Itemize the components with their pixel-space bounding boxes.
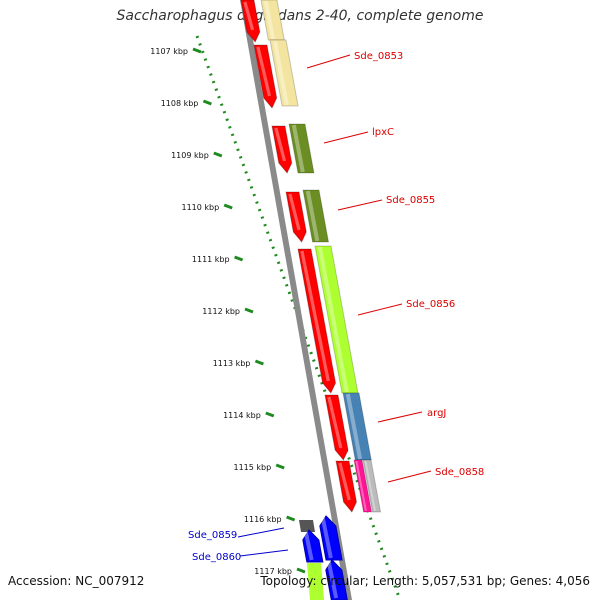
gene-lpxc-highlight xyxy=(291,124,305,173)
sde-0859-leader xyxy=(237,527,285,538)
gene-label-lpxc[interactable]: lpxC xyxy=(372,127,394,138)
cds-feature-4[interactable] xyxy=(285,191,307,243)
tick-label: 1117 kbp xyxy=(254,567,292,576)
tick-label: 1109 kbp xyxy=(171,151,209,160)
gene-sde-0853-highlight xyxy=(272,40,289,106)
cds-feature-2[interactable] xyxy=(253,44,278,109)
tick-mark xyxy=(202,99,212,106)
sde-0860-leader xyxy=(239,549,289,557)
gene-bottom-lime[interactable] xyxy=(307,563,324,600)
tick-label: 1113 kbp xyxy=(213,359,251,368)
gene-sde-0859[interactable] xyxy=(302,529,324,563)
gene-label-sde-0858[interactable]: Sde_0858 xyxy=(435,467,484,478)
gene-sde-0860-a-highlight xyxy=(320,517,333,559)
tick-label: 1115 kbp xyxy=(233,463,271,472)
gene-dark-small[interactable] xyxy=(299,520,315,532)
cds-feature-4-highlight xyxy=(288,193,301,231)
tick-mark xyxy=(254,359,264,366)
sde-0853-leader xyxy=(306,54,351,69)
tick-label: 1108 kbp xyxy=(161,99,199,108)
tick-mark xyxy=(192,47,202,54)
backbone-track xyxy=(240,0,352,600)
gene-sde-0858-magenta-highlight xyxy=(355,460,367,512)
tick-label: 1114 kbp xyxy=(223,411,261,420)
gene-sde-0855[interactable] xyxy=(302,189,330,243)
gene-track xyxy=(260,0,382,600)
argj-leader xyxy=(377,411,423,423)
cds-feature-2-highlight xyxy=(256,46,272,97)
tick-label: 1111 kbp xyxy=(192,255,230,264)
gene-argj[interactable] xyxy=(342,392,372,461)
tick-label: 1110 kbp xyxy=(181,203,219,212)
tick-mark xyxy=(286,515,296,522)
gene-sde-0858-gray[interactable] xyxy=(362,459,382,513)
gene-sde-0853[interactable] xyxy=(269,39,299,107)
cds-feature-1-highlight xyxy=(243,1,255,31)
gene-label-sde-0855[interactable]: Sde_0855 xyxy=(386,195,435,206)
gene-sde-0856-highlight xyxy=(317,246,349,393)
gene-sde-0860-b-highlight xyxy=(326,561,339,599)
cds-feature-5[interactable] xyxy=(297,248,337,394)
cds-feature-3[interactable] xyxy=(271,125,293,174)
tick-mark xyxy=(234,255,244,262)
cds-track xyxy=(240,0,358,513)
sde-0858-leader xyxy=(387,470,432,483)
tick-mark xyxy=(223,203,233,210)
gene-sde-0858-magenta[interactable] xyxy=(353,459,373,513)
tick-label: 1107 kbp xyxy=(150,47,188,56)
tick-label: 1116 kbp xyxy=(244,515,282,524)
cds-feature-3-highlight xyxy=(274,127,287,162)
gene-label-sde-0860[interactable]: Sde_0860 xyxy=(192,552,241,563)
gene-label-sde-0859[interactable]: Sde_0859 xyxy=(188,530,237,541)
cds-feature-6[interactable] xyxy=(324,394,349,461)
kbp-tick-track: 1107 kbp 1108 kbp 1109 kbp 1110 kbp 1111 kbp… xyxy=(150,35,402,600)
gene-argj-highlight xyxy=(345,393,363,460)
tick-mark xyxy=(265,411,275,418)
gene-sde-0859-highlight xyxy=(303,531,314,561)
tick-mark xyxy=(213,151,223,158)
gene-sde-0858-gray-highlight xyxy=(364,460,376,512)
gene-sde-0860-a[interactable] xyxy=(319,515,343,561)
gene-top-pale-highlight xyxy=(263,0,276,40)
cds-feature-7-highlight xyxy=(338,462,351,501)
gene-sde-0855-highlight xyxy=(305,190,320,242)
tick-mark xyxy=(296,567,306,574)
accession-text: Accession: NC_007912 xyxy=(8,574,145,588)
gene-label-sde-0856[interactable]: Sde_0856 xyxy=(406,299,455,310)
cds-feature-5-highlight xyxy=(300,250,330,382)
tick-mark xyxy=(275,463,285,470)
gene-sde-0860-b[interactable] xyxy=(325,559,348,600)
sde-0855-leader xyxy=(337,199,383,211)
gene-labels: Sde_0853 lpxC Sde_0855 Sde_0856 argJ Sde… xyxy=(188,51,484,563)
tick-mark xyxy=(244,307,254,314)
cds-feature-6-highlight xyxy=(327,396,343,449)
tick-label: 1112 kbp xyxy=(202,307,240,316)
sde-0856-leader xyxy=(357,303,403,316)
lpxc-leader xyxy=(323,131,369,144)
cds-feature-7[interactable] xyxy=(335,460,358,513)
gene-label-argj[interactable]: argJ xyxy=(427,408,446,419)
gene-label-sde-0853[interactable]: Sde_0853 xyxy=(354,51,403,62)
genome-summary-text: Topology: circular; Length: 5,057,531 bp… xyxy=(260,574,590,588)
gene-lpxc[interactable] xyxy=(288,123,315,174)
map-title: Saccharophagus degradans 2-40, complete … xyxy=(116,8,484,24)
genome-backbone xyxy=(240,0,352,600)
cds-feature-1[interactable] xyxy=(240,0,261,43)
